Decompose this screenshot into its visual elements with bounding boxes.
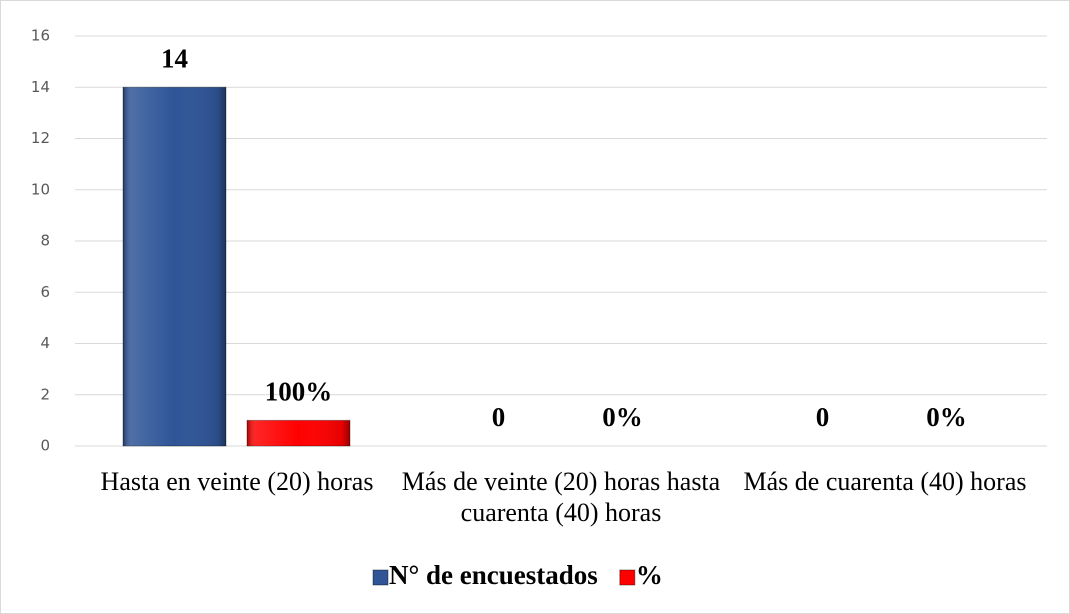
data-label: 0 (492, 402, 506, 432)
y-tick-label: 16 (31, 27, 50, 45)
data-label: 0 (816, 402, 830, 432)
legend-label: % (636, 560, 663, 590)
y-tick-label: 14 (31, 78, 50, 96)
data-label: 100% (265, 377, 333, 407)
bar (122, 86, 227, 447)
y-tick-label: 0 (40, 437, 50, 455)
legend-swatch (619, 569, 636, 586)
y-tick-label: 12 (31, 129, 50, 147)
x-tick-label: Más de cuarenta (40) horas (743, 467, 1027, 496)
x-tick-label: Más de veinte (20) horas hasta cuarenta … (401, 467, 721, 527)
data-label: 0% (926, 402, 967, 432)
bar (246, 419, 351, 447)
y-tick-label: 10 (31, 180, 50, 198)
data-label: 0% (602, 402, 643, 432)
y-tick-label: 6 (40, 283, 50, 301)
y-tick-label: 8 (40, 232, 50, 250)
x-tick-label: Hasta en veinte (20) horas (100, 467, 374, 496)
y-tick-label: 2 (40, 385, 50, 403)
legend-swatch (372, 569, 389, 586)
data-label: 14 (161, 43, 188, 73)
legend-label: N° de encuestados (389, 560, 598, 590)
y-tick-label: 4 (40, 334, 50, 352)
